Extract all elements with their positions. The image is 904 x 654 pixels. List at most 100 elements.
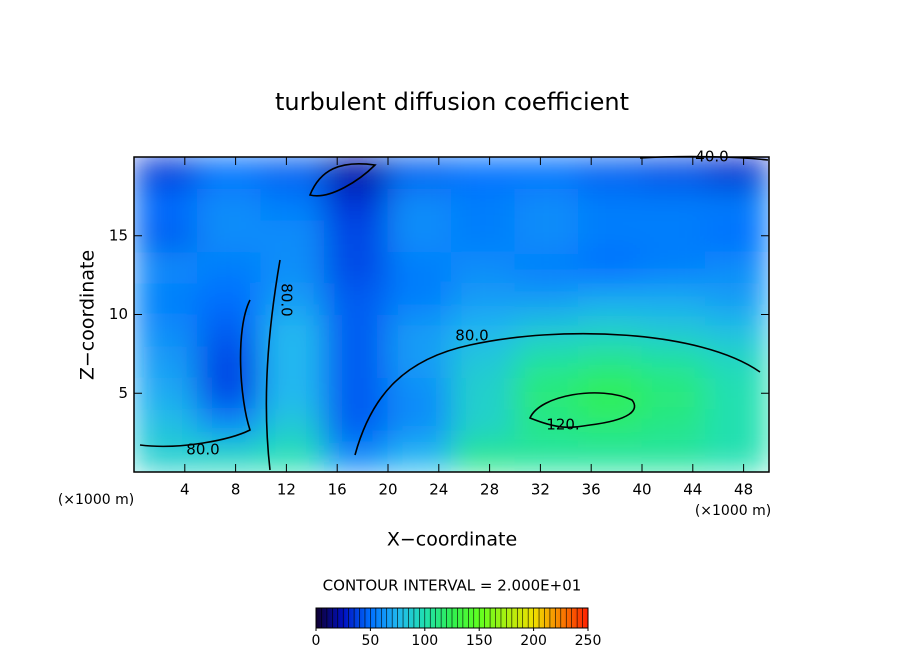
field-cell: [197, 251, 262, 284]
x-tick-label: 48: [734, 481, 753, 499]
field-cell: [324, 188, 389, 221]
field-cell: [387, 314, 452, 347]
field-cell: [705, 440, 769, 472]
colorbar-tick-label: 0: [312, 633, 321, 649]
x-tick-label: 28: [480, 481, 499, 499]
field-cell: [387, 282, 452, 315]
field-cell: [324, 219, 389, 252]
field-cell: [705, 219, 769, 252]
field-cell: [641, 345, 706, 378]
field-cell: [641, 251, 706, 284]
field-cell: [134, 408, 198, 441]
field-cell: [578, 314, 643, 347]
field-cell: [324, 157, 389, 189]
field-cell: [514, 251, 579, 284]
field-cell: [260, 157, 325, 189]
field-cell: [387, 219, 452, 252]
field-cell: [260, 282, 325, 315]
field-cell: [260, 440, 325, 472]
field-cell: [641, 440, 706, 472]
field-cell: [197, 345, 262, 378]
field-cell: [387, 188, 452, 221]
field-cell: [641, 188, 706, 221]
field-cell: [197, 219, 262, 252]
x-tick-label: 44: [683, 481, 702, 499]
contour-line: [354, 332, 761, 456]
contour-line: [308, 163, 377, 197]
field-cell: [197, 188, 262, 221]
field-cell: [197, 408, 262, 441]
x-tick-label: 12: [277, 481, 296, 499]
contour-label: 80.0: [278, 283, 296, 316]
contour-label: 80.0: [186, 441, 219, 459]
field-cell: [514, 377, 579, 410]
field-cell: [387, 157, 452, 189]
field-cell: [451, 377, 516, 410]
field-cell: [578, 282, 643, 315]
field-cell: [578, 251, 643, 284]
field-cell: [324, 345, 389, 378]
x-tick-label: 8: [231, 481, 241, 499]
field-cell: [387, 345, 452, 378]
field-cell: [260, 219, 325, 252]
field-cell: [134, 251, 198, 284]
field-cell: [514, 188, 579, 221]
field-cell: [324, 440, 389, 472]
x-unit: (×1000 m): [58, 492, 134, 508]
field-cell: [324, 314, 389, 347]
x-tick-label: 24: [429, 481, 448, 499]
field-cell: [514, 157, 579, 189]
contour-label: 80.0: [455, 327, 488, 345]
field-cell: [514, 440, 579, 472]
colorbar-tick-label: 150: [466, 633, 493, 649]
field-cell: [134, 314, 198, 347]
field-cell: [451, 157, 516, 189]
x-tick-label: 20: [378, 481, 397, 499]
field-cell: [197, 314, 262, 347]
field-cell: [260, 251, 325, 284]
field-cell: [134, 282, 198, 315]
colorbar-tick-label: 200: [520, 633, 547, 649]
field-cell: [451, 219, 516, 252]
field: [134, 157, 769, 472]
x-tick-label: 4: [180, 481, 190, 499]
field-cell: [134, 188, 198, 221]
field-cell: [260, 377, 325, 410]
field-cell: [260, 188, 325, 221]
field-cell: [134, 219, 198, 252]
contour-line: [265, 259, 281, 471]
field-cell: [324, 251, 389, 284]
field-cell: [451, 440, 516, 472]
x-tick-label: 16: [328, 481, 347, 499]
x-axis-label: X−coordinate: [387, 529, 517, 551]
field-cell: [197, 377, 262, 410]
field-cell: [641, 408, 706, 441]
x-tick-label: 36: [582, 481, 601, 499]
field-cell: [451, 345, 516, 378]
contour-label: 120.: [546, 416, 579, 434]
x-tick-label: 40: [632, 481, 651, 499]
field-cell: [260, 408, 325, 441]
field-cell: [514, 282, 579, 315]
field-cell: [324, 282, 389, 315]
contour-line: [139, 299, 251, 448]
field-cell: [705, 408, 769, 441]
field-cell: [578, 188, 643, 221]
field-cell: [641, 282, 706, 315]
field-cell: [514, 345, 579, 378]
field-cell: [197, 282, 262, 315]
field-cell: [578, 345, 643, 378]
colorbar-tick-label: 250: [575, 633, 602, 649]
field-cell: [451, 251, 516, 284]
field-cell: [705, 314, 769, 347]
field-cell: [451, 282, 516, 315]
x-tick-label: 32: [531, 481, 550, 499]
field-cell: [451, 188, 516, 221]
field-cell: [705, 251, 769, 284]
field-cell: [705, 377, 769, 410]
field-cell: [387, 251, 452, 284]
field-cell: [197, 440, 262, 472]
field-cell: [641, 219, 706, 252]
field-cell: [578, 157, 643, 189]
